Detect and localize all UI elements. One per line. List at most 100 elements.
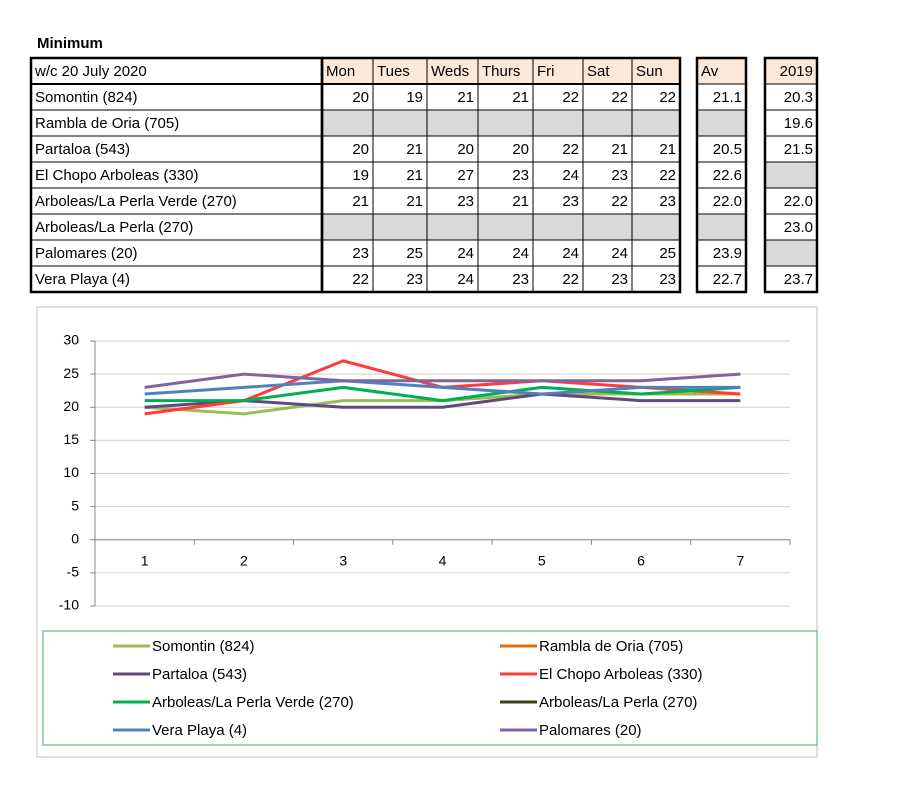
cell-text: w/c 20 July 2020 (34, 63, 147, 80)
cell (30, 161, 323, 189)
cell (477, 213, 534, 241)
cell-text: Arboleas/La Perla (270) (35, 219, 193, 236)
cell (477, 109, 534, 137)
cell-text: 23 (659, 271, 676, 288)
cell-text: 23.0 (784, 219, 813, 236)
cell-text: 21 (406, 141, 423, 158)
cell-text: 24 (562, 245, 579, 262)
cell (631, 161, 681, 189)
cell-text: 23 (512, 271, 529, 288)
cell-text: 24 (457, 245, 474, 262)
cell-text: 21 (406, 193, 423, 210)
cell (477, 187, 534, 215)
cell (321, 135, 374, 163)
cell-text: 21 (457, 89, 474, 106)
x-tick-label: 2 (240, 552, 248, 568)
cell-text: 23 (611, 167, 628, 184)
cell (30, 187, 323, 215)
cell (426, 213, 479, 241)
cell (532, 109, 584, 137)
cell-text: 22.7 (713, 271, 742, 288)
series-line (144, 392, 741, 416)
series-line (144, 372, 741, 389)
cell-text: Mon (326, 63, 355, 80)
cell (532, 161, 584, 189)
series-line (144, 385, 741, 403)
cell (582, 213, 633, 241)
cell (582, 83, 633, 111)
cell (631, 239, 681, 267)
legend-frame (42, 630, 818, 746)
cell-text: Vera Playa (4) (35, 271, 130, 288)
cell-text: 20 (512, 141, 529, 158)
y-tick-label: 0 (71, 530, 79, 546)
cell-text: Palomares (20) (35, 245, 138, 262)
cell-text: 22 (562, 271, 579, 288)
cell-text: 22 (611, 89, 628, 106)
cell (764, 213, 818, 241)
cell (582, 187, 633, 215)
x-tick-label: 4 (439, 552, 447, 568)
cell-text: 21.5 (784, 141, 813, 158)
cell (372, 239, 428, 267)
cell-text: Av (701, 63, 719, 80)
cell-text: Partaloa (543) (35, 141, 130, 158)
cell-text: 22 (659, 89, 676, 106)
cell-text: 20.3 (784, 89, 813, 106)
cell (764, 239, 818, 267)
cell (321, 213, 374, 241)
y-tick-label: -5 (67, 564, 80, 580)
table-title: Minimum (37, 35, 103, 52)
cell-text: 21 (512, 89, 529, 106)
cell-text: Somontin (824) (35, 89, 138, 106)
series-line (144, 379, 741, 396)
cell-text: Sat (587, 63, 610, 80)
cell (582, 109, 633, 137)
cell (372, 187, 428, 215)
y-tick-label: 25 (63, 365, 79, 381)
cell (764, 161, 818, 189)
cell-text: 23.9 (713, 245, 742, 262)
cell-text: 20 (352, 89, 369, 106)
cell (631, 83, 681, 111)
cell (321, 83, 374, 111)
cell (426, 239, 479, 267)
cell (372, 57, 428, 85)
cell-text: Sun (636, 63, 663, 80)
cell-text: Tues (377, 63, 410, 80)
chart-frame (36, 306, 818, 758)
cell-text: 19 (406, 89, 423, 106)
cell (532, 265, 584, 293)
cell (696, 135, 747, 163)
cell-text: Arboleas/La Perla Verde (270) (35, 193, 237, 210)
cell-text: 21 (352, 193, 369, 210)
cell-text: 23 (611, 271, 628, 288)
cell (372, 109, 428, 137)
cell-text: 22 (659, 167, 676, 184)
cell (477, 265, 534, 293)
cell-text: 27 (457, 167, 474, 184)
cell (30, 239, 323, 267)
table-border (695, 56, 748, 294)
cell-text: 20 (457, 141, 474, 158)
cell-text: 22 (562, 141, 579, 158)
cell (426, 109, 479, 137)
cell-text: 25 (659, 245, 676, 262)
cell (532, 213, 584, 241)
cell (582, 239, 633, 267)
cell (30, 265, 323, 293)
y-tick-label: 20 (63, 398, 79, 414)
legend-label: Arboleas/La Perla Verde (270) (152, 694, 354, 711)
cell (696, 109, 747, 137)
cell (532, 57, 584, 85)
cell (764, 83, 818, 111)
cell-text: 23 (406, 271, 423, 288)
cell-text: 19 (352, 167, 369, 184)
y-tick-label: 10 (63, 464, 79, 480)
cell (631, 109, 681, 137)
cell-text: 21 (611, 141, 628, 158)
cell (631, 265, 681, 293)
cell (477, 161, 534, 189)
cell-text: Weds (431, 63, 469, 80)
